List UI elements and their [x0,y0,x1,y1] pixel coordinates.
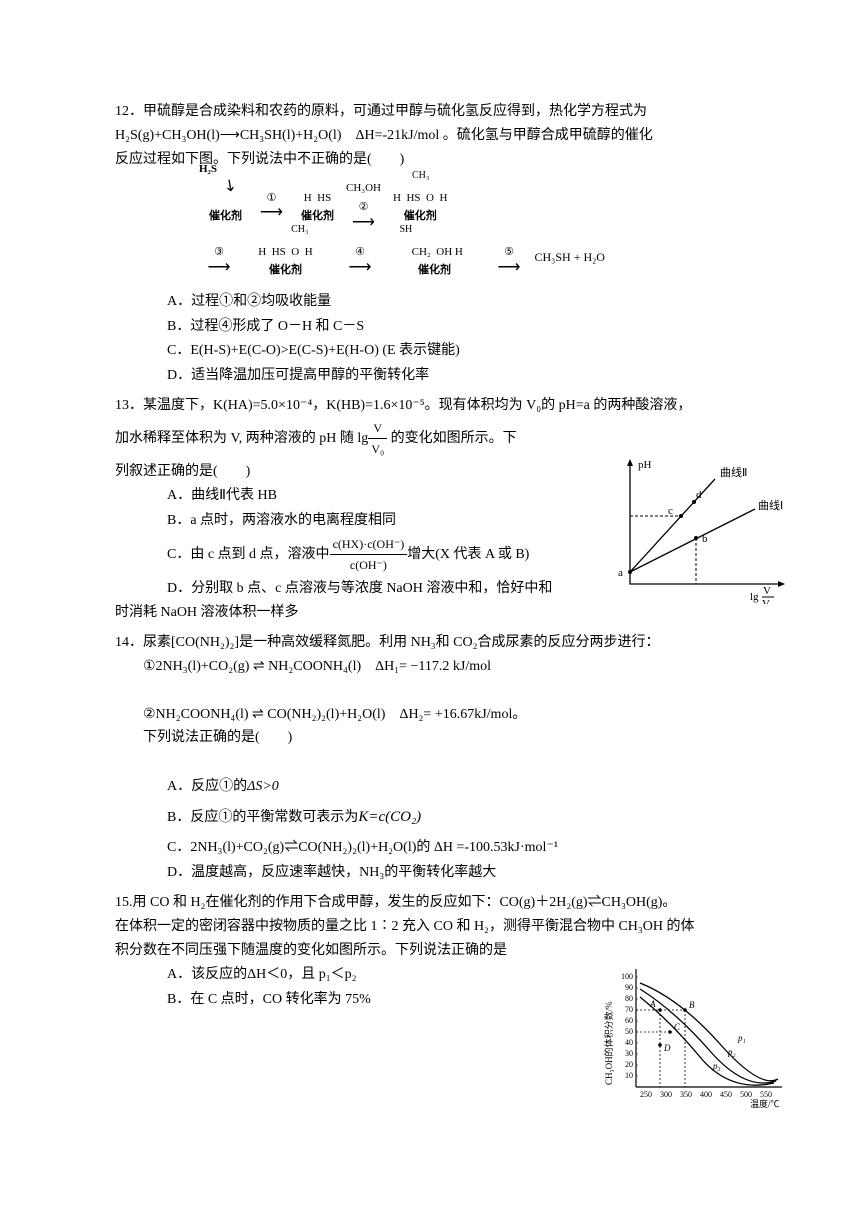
q14-prompt-2: 下列说法正确的是( ) [143,726,760,750]
cat-step-0: H₂S ↘ 催化剂 [209,180,242,228]
svg-text:a: a [618,567,623,579]
svg-text:b: b [702,533,708,545]
question-12: 12．甲硫醇是合成染料和农药的原料，可通过甲醇与硫化氢反应得到，热化学方程式为 … [115,100,760,388]
svg-text:C: C [674,1022,681,1032]
q13-options: A．曲线Ⅱ代表 HB B．a 点时，两溶液水的电离程度相同 C．由 c 点到 d… [167,484,587,600]
question-13: 13．某温度下，K(HA)=5.0×10⁻⁴，K(HB)=1.6×10⁻⁵。现有… [115,394,760,625]
svg-text:p₂: p₂ [727,1047,736,1057]
svg-text:450: 450 [720,1090,732,1099]
q13-prompt-1: 13．某温度下，K(HA)=5.0×10⁻⁴，K(HB)=1.6×10⁻⁵。现有… [115,394,760,418]
q14-opt-c: C．2NH₃(l)+CO₂(g)⇌CO(NH₂)₂(l)+H₂O(l)的 ΔH … [167,836,760,860]
q12-reaction-diagram: H₂S ↘ 催化剂 ①⟶ HHS 催化剂 CH₃OH②⟶ CH₃H HS O H… [205,179,760,281]
q13-opt-d-1: D．分别取 b 点、c 点溶液与等浓度 NaOH 溶液中和，恰好中和 [167,577,587,601]
q14-options: A．反应①的ΔS>0 B．反应①的平衡常数可表示为K=c(CO₂) C．2NH₃… [167,775,760,885]
svg-text:CH₃OH的体积分数/%: CH₃OH的体积分数/% [603,1001,614,1085]
svg-text:350: 350 [680,1090,692,1099]
cat-step-2: CH₃H HS O H 催化剂 [393,180,447,228]
svg-text:90: 90 [625,983,633,992]
q14-opt-a: A．反应①的ΔS>0 [167,775,760,799]
q15-opt-b: B．在 C 点时，CO 转化率为 75% [167,988,567,1012]
q15-options: A．该反应的ΔH＜0，且 p₁＜p₂ B．在 C 点时，CO 转化率为 75% [167,963,567,1012]
q15-prompt-2: 在体积一定的密闭容器中按物质的量之比 1∶2 充入 CO 和 H₂，测得平衡混合… [115,915,760,939]
svg-text:pH: pH [638,459,652,471]
svg-text:温度/℃: 温度/℃ [750,1098,780,1109]
svg-text:60: 60 [625,1016,633,1025]
q12-opt-b: B．过程④形成了 O－H 和 C－S [167,315,760,339]
question-14: 14．尿素[CO(NH₂)₂]是一种高效缓释氮肥。利用 NH₃和 CO₂合成尿素… [115,631,760,885]
final-products: CH₃SH + H₂O [535,250,605,264]
svg-text:250: 250 [640,1090,652,1099]
arrow-2: CH₃OH②⟶ [342,179,386,228]
svg-text:d: d [696,489,702,501]
arrow-1: ①⟶ [250,189,294,219]
q12-prompt-line1: 12．甲硫醇是合成染料和农药的原料，可通过甲醇与硫化氢反应得到，热化学方程式为 [115,100,760,124]
svg-text:20: 20 [625,1060,633,1069]
q13-opt-d-2: 时消耗 NaOH 溶液体积一样多 [115,601,760,625]
svg-text:p₃: p₃ [712,1061,721,1071]
svg-text:300: 300 [660,1090,672,1099]
arrow-3: ③⟶ [205,243,233,273]
q14-prompt: 14．尿素[CO(NH₂)₂]是一种高效缓释氮肥。利用 NH₃和 CO₂合成尿素… [115,631,760,655]
svg-text:D: D [663,1043,671,1053]
cat-step-1: HHS 催化剂 [301,180,334,228]
q12-equation: H₂S(g)+CH₃OH(l)⟶CH₃SH(l)+H₂O(l) ΔH=-21kJ… [115,124,760,148]
svg-text:70: 70 [625,1005,633,1014]
arrow-4: ④⟶ [338,243,382,273]
svg-text:B: B [689,1000,695,1010]
q14-opt-b: B．反应①的平衡常数可表示为K=c(CO₂) [167,805,760,831]
svg-text:100: 100 [621,972,633,981]
svg-text:550: 550 [760,1090,772,1099]
svg-text:80: 80 [625,994,633,1003]
svg-text:40: 40 [625,1038,633,1047]
q12-options: A．过程①和②均吸收能量 B．过程④形成了 O－H 和 C－S C．E(H-S)… [167,290,760,388]
q12-opt-a: A．过程①和②均吸收能量 [167,290,760,314]
svg-text:400: 400 [700,1090,712,1099]
arrow-5: ⑤⟶ [487,243,531,273]
h2s-label: H₂S [199,160,217,179]
svg-text:p₁: p₁ [737,1033,746,1043]
q15-methanol-graph: 100 90 80 70 60 50 40 30 20 10 250 300 350 400 450… [600,959,790,1109]
q15-prompt-1: 15.用 CO 和 H₂在催化剂的作用下合成甲醇，发生的反应如下：CO(g)＋2… [115,891,760,915]
q13-opt-b: B．a 点时，两溶液水的电离程度相同 [167,509,587,533]
q14-eq2: ②NH₂COONH₄(l) ⇌ CO(NH₂)₂(l)+H₂O(l) ΔH₂= … [143,703,760,727]
q12-opt-c: C．E(H-S)+E(C-O)>E(C-S)+E(H-O) (E 表示键能) [167,339,760,363]
q13-opt-a: A．曲线Ⅱ代表 HB [167,484,587,508]
q15-opt-a: A．该反应的ΔH＜0，且 p₁＜p₂ [167,963,567,987]
q12-opt-d: D．适当降温加压可提高甲醇的平衡转化率 [167,364,760,388]
svg-text:V₀: V₀ [762,598,774,604]
svg-text:500: 500 [740,1090,752,1099]
svg-text:曲线Ⅱ: 曲线Ⅱ [720,465,747,479]
q14-opt-d: D．温度越高，反应速率越快，NH₃的平衡转化率越大 [167,861,760,885]
svg-text:30: 30 [625,1049,633,1058]
cat-step-3: CH₃H HS O H 催化剂 [241,234,331,282]
svg-text:曲线Ⅰ: 曲线Ⅰ [758,498,783,512]
svg-text:lg: lg [750,591,759,603]
svg-text:50: 50 [625,1027,633,1036]
cat-step-4: SH CH₂ OH H 催化剂 [390,234,480,282]
svg-text:A: A [649,999,656,1009]
q14-eq1: ①2NH₃(l)+CO₂(g) ⇌ NH₂COONH₄(l) ΔH₁= −117… [143,655,760,679]
q13-opt-c: C．由 c 点到 d 点，溶液中c(HX)·c(OH⁻)c(OH⁻)增大(X 代… [167,534,587,576]
question-15: 15.用 CO 和 H₂在催化剂的作用下合成甲醇，发生的反应如下：CO(g)＋2… [115,891,760,1012]
svg-text:c: c [668,505,673,517]
q13-ph-graph: pH 曲线Ⅱ 曲线Ⅰ a b c d lg V V₀ [610,454,790,604]
svg-text:10: 10 [625,1071,633,1080]
svg-text:V: V [763,585,771,597]
